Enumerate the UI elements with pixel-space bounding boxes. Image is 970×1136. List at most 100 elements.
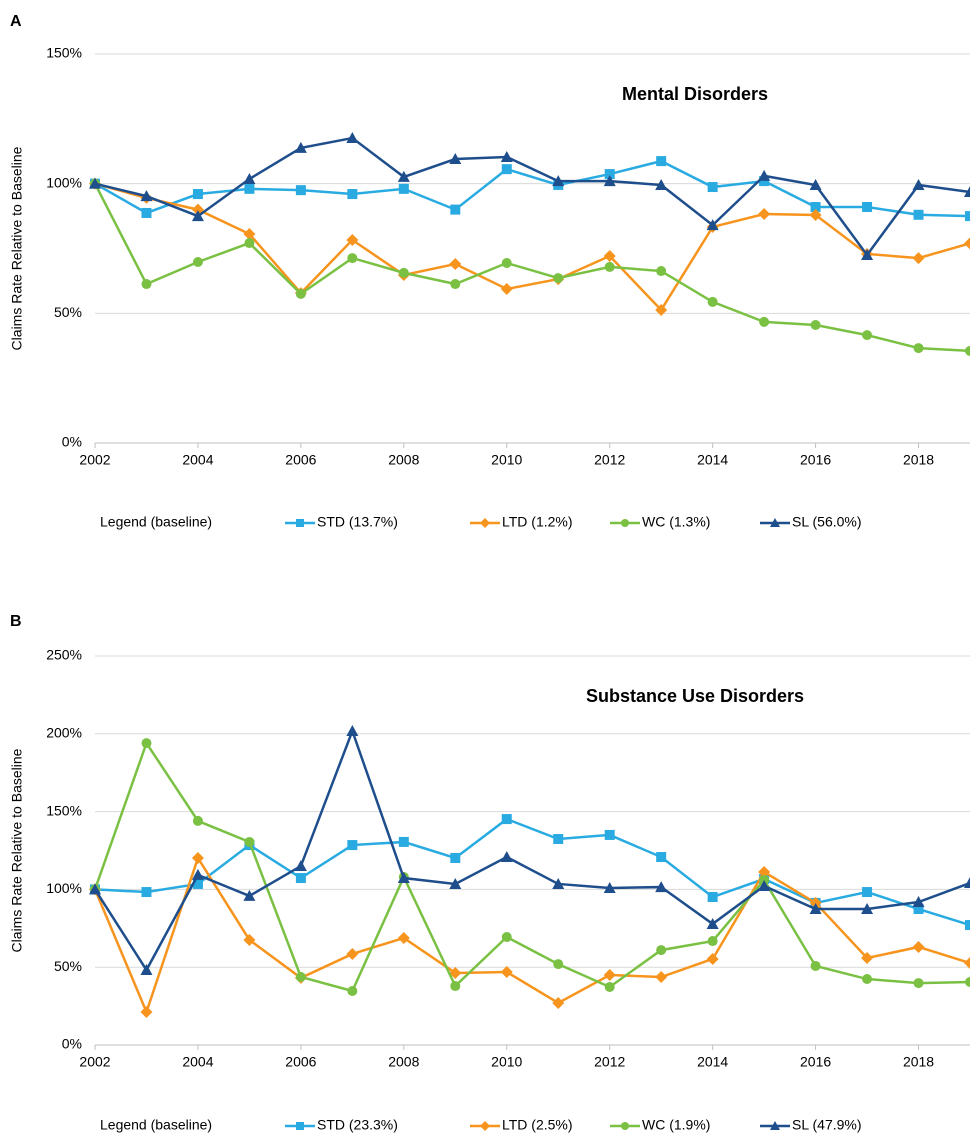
legend-label: LTD (1.2%) [502, 514, 573, 530]
marker [294, 860, 307, 872]
marker [913, 343, 924, 354]
marker [759, 176, 770, 187]
marker [397, 872, 410, 884]
marker [810, 202, 821, 213]
marker [295, 972, 306, 983]
marker [603, 968, 616, 981]
marker [398, 267, 409, 278]
marker [913, 209, 924, 220]
series-line [93, 727, 970, 973]
x-tick-label: 2010 [491, 452, 522, 468]
marker [295, 185, 306, 196]
marker [450, 852, 461, 863]
marker [912, 896, 925, 908]
marker [347, 986, 358, 997]
marker [243, 172, 256, 184]
x-tick-label: 2008 [388, 1054, 419, 1070]
marker [243, 227, 256, 240]
y-tick-label: 150% [46, 45, 82, 61]
legend-label: WC (1.9%) [642, 1117, 710, 1133]
legend-title: Legend (baseline) [100, 514, 212, 530]
marker [656, 945, 667, 956]
panel-label: A [10, 13, 22, 30]
legend-title: Legend (baseline) [100, 1117, 212, 1133]
marker [604, 261, 615, 272]
marker [244, 836, 255, 847]
marker [655, 971, 668, 984]
series-line [94, 136, 970, 258]
x-tick-label: 2002 [79, 452, 110, 468]
marker [810, 320, 821, 331]
marker [809, 896, 822, 909]
x-tick-label: 2004 [182, 452, 213, 468]
marker [655, 178, 668, 190]
marker [758, 169, 771, 181]
marker [500, 282, 513, 295]
marker [964, 877, 970, 889]
marker [759, 316, 770, 327]
x-tick-label: 2006 [285, 1054, 316, 1070]
marker [758, 208, 771, 221]
legend-label: STD (13.7%) [317, 514, 398, 530]
marker [192, 815, 203, 826]
marker [501, 258, 512, 269]
marker [912, 252, 925, 265]
marker [347, 189, 358, 200]
legend-label: SL (56.0%) [792, 514, 862, 530]
marker [964, 237, 970, 250]
marker [398, 836, 409, 847]
marker [913, 978, 924, 989]
panel-label: B [10, 613, 22, 630]
marker [964, 956, 970, 969]
marker [810, 960, 821, 971]
marker [346, 132, 359, 144]
marker [913, 904, 924, 915]
legend-label: STD (23.3%) [317, 1117, 398, 1133]
marker [706, 917, 719, 929]
marker [964, 185, 970, 197]
series-line [94, 817, 970, 927]
chart-title: Substance Use Disorders [586, 686, 804, 706]
marker [244, 238, 255, 249]
y-tick-label: 0% [62, 1036, 82, 1052]
marker [500, 851, 513, 863]
marker [553, 273, 564, 284]
marker [346, 233, 359, 246]
marker [500, 150, 513, 162]
x-tick-label: 2006 [285, 452, 316, 468]
marker [912, 940, 925, 953]
y-tick-label: 0% [62, 434, 82, 450]
marker [809, 178, 822, 190]
y-tick-label: 50% [54, 304, 82, 320]
legend-label: WC (1.3%) [642, 514, 710, 530]
marker [655, 303, 668, 316]
marker [965, 211, 970, 222]
legend-marker [770, 1121, 780, 1130]
y-tick-label: 100% [46, 880, 82, 896]
marker [552, 877, 565, 889]
y-tick-label: 200% [46, 725, 82, 741]
marker [140, 1006, 153, 1019]
marker [655, 881, 668, 893]
marker [707, 296, 718, 307]
y-tick-label: 250% [46, 647, 82, 663]
marker [707, 936, 718, 947]
x-tick-label: 2014 [697, 1054, 728, 1070]
x-tick-label: 2010 [491, 1054, 522, 1070]
marker [604, 169, 615, 180]
marker [294, 141, 307, 153]
marker [809, 209, 822, 222]
marker [141, 738, 152, 749]
marker [243, 889, 256, 901]
marker [141, 207, 152, 218]
marker [656, 156, 667, 167]
marker [965, 345, 970, 356]
marker [295, 288, 306, 299]
marker [450, 204, 461, 215]
marker [449, 877, 462, 889]
marker [604, 829, 615, 840]
marker [553, 833, 564, 844]
marker [191, 868, 204, 880]
